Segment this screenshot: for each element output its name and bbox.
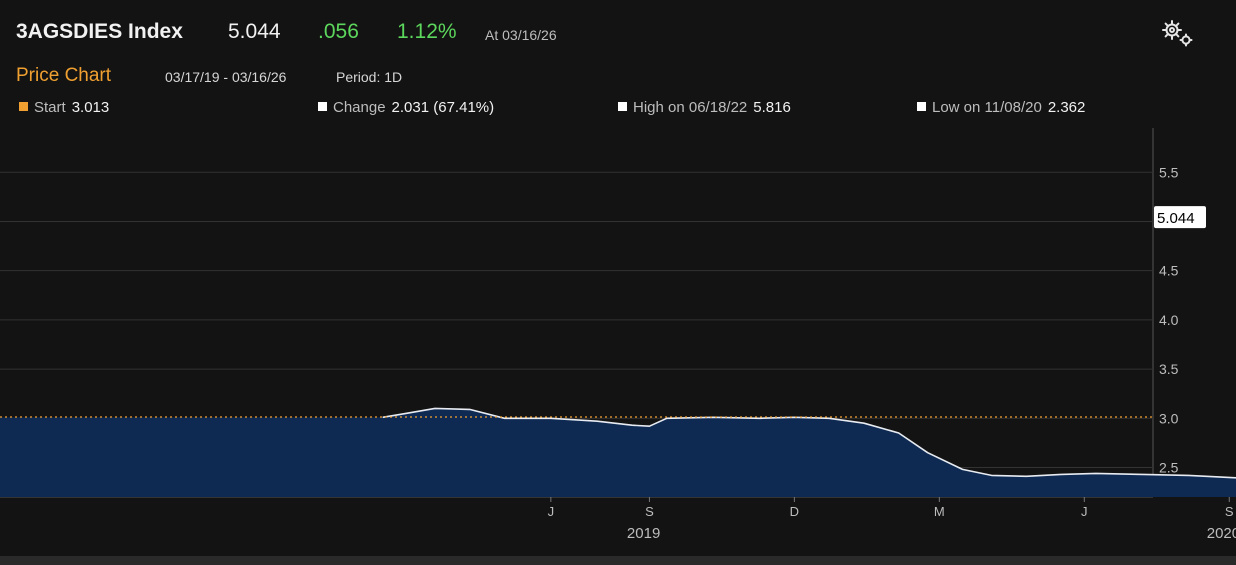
y-tick-label: 3.0 (1159, 410, 1179, 426)
low-value: 2.362 (1047, 99, 1086, 116)
chart-title: Price Chart (16, 65, 112, 86)
as-of-date: At 03/16/26 (485, 27, 557, 43)
high-square-icon (618, 102, 627, 111)
x-month-label: J (548, 504, 555, 519)
stat-low: Low on 11/08/20 2.362 (917, 99, 1085, 116)
x-month-label: S (645, 504, 654, 519)
change-label: Change (333, 99, 386, 116)
period: Period: 1D (336, 69, 403, 85)
start-label: Start (34, 99, 66, 116)
price-line (382, 407, 1236, 479)
x-month-label: S (1225, 504, 1234, 519)
gear-icon[interactable] (1160, 18, 1196, 50)
bottom-strip (0, 556, 1236, 565)
date-range: 03/17/19 - 03/16/26 (165, 69, 287, 85)
last-price: 5.044 (228, 20, 281, 43)
x-year-label: 2019 (627, 525, 660, 542)
start-value: 3.013 (71, 99, 110, 116)
y-tick-label: 4.5 (1159, 263, 1179, 279)
low-label: Low on 11/08/20 (932, 99, 1042, 116)
start-square-icon (19, 102, 28, 111)
x-month-label: M (934, 504, 945, 519)
y-tick-label: 2.5 (1159, 459, 1179, 475)
y-tick-label: 5.5 (1159, 164, 1179, 180)
y-tick-label: 4.0 (1159, 312, 1179, 328)
last-value-text: 5.044 (1157, 210, 1195, 227)
y-tick-label: 3.5 (1159, 361, 1179, 377)
high-value: 5.816 (753, 99, 791, 116)
change-value: 2.031 (67.41%) (391, 99, 495, 116)
x-month-label: J (1081, 504, 1088, 519)
change-square-icon (318, 102, 327, 111)
stat-high: High on 06/18/22 5.816 (618, 99, 791, 116)
stat-start: Start 3.013 (19, 99, 109, 116)
last-value-box (1154, 206, 1206, 229)
stat-change: Change 2.031 (67.41%) (318, 99, 494, 116)
price-area (0, 408, 1236, 497)
last-value-label: 5.044 (1154, 206, 1206, 229)
x-month-label: D (790, 504, 799, 519)
percent-change: 1.12% (397, 20, 457, 43)
ticker-name: 3AGSDIES Index (16, 20, 183, 43)
x-year-label: 2020 (1207, 525, 1236, 542)
high-label: High on 06/18/22 (633, 99, 748, 116)
low-square-icon (917, 102, 926, 111)
net-change: .056 (318, 20, 359, 43)
